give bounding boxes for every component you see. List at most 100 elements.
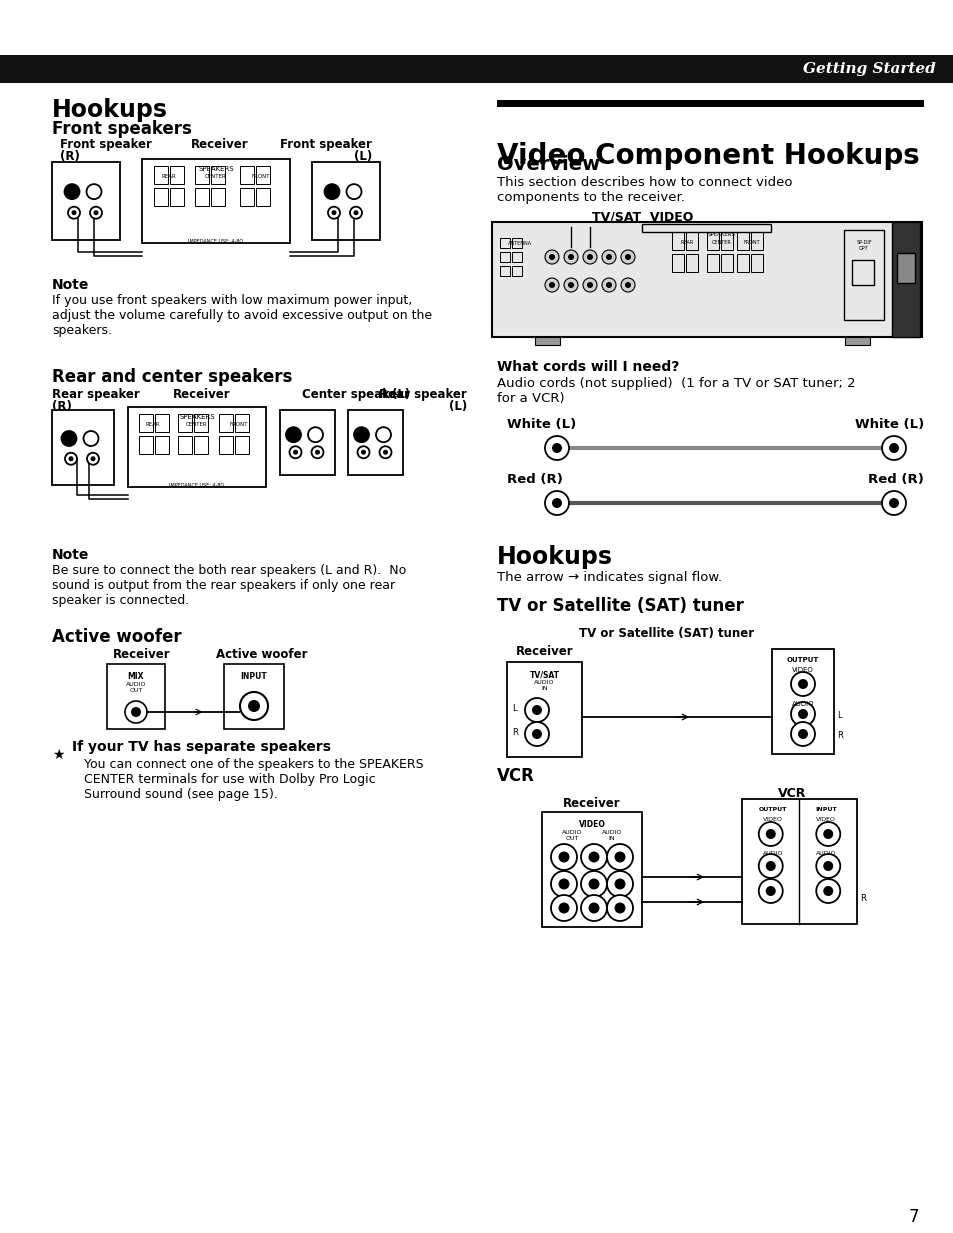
Bar xyxy=(843,337,869,345)
Bar xyxy=(195,166,209,184)
Text: AUDIO
OUT: AUDIO OUT xyxy=(126,682,146,693)
Circle shape xyxy=(93,210,98,216)
Text: (L): (L) xyxy=(354,150,372,163)
Text: CENTER: CENTER xyxy=(186,422,208,427)
Circle shape xyxy=(888,443,898,453)
Bar xyxy=(107,665,165,729)
Bar xyxy=(155,436,169,454)
Bar xyxy=(685,254,698,272)
Bar xyxy=(170,166,184,184)
Text: SP-DIF
OPT: SP-DIF OPT xyxy=(855,240,871,250)
Text: AUDIO: AUDIO xyxy=(791,702,814,707)
Bar xyxy=(506,662,581,757)
Circle shape xyxy=(620,250,635,264)
Bar xyxy=(671,232,683,250)
Text: SPEAKERS: SPEAKERS xyxy=(179,414,214,420)
Circle shape xyxy=(360,450,366,455)
Bar xyxy=(512,266,521,276)
Bar xyxy=(52,162,120,240)
Text: What cords will I need?: What cords will I need? xyxy=(497,360,679,374)
Text: MIX: MIX xyxy=(128,672,144,681)
Text: VCR: VCR xyxy=(777,787,805,800)
Circle shape xyxy=(624,254,630,260)
Bar xyxy=(193,414,208,432)
Circle shape xyxy=(580,845,606,870)
Circle shape xyxy=(758,822,781,846)
Text: REAR: REAR xyxy=(161,174,175,179)
Circle shape xyxy=(882,491,905,515)
Circle shape xyxy=(312,446,323,459)
Text: Receiver: Receiver xyxy=(113,649,171,661)
Text: VIDEO: VIDEO xyxy=(791,667,813,673)
Text: Rear speaker: Rear speaker xyxy=(379,388,467,401)
Circle shape xyxy=(797,679,807,689)
Circle shape xyxy=(586,282,593,289)
Bar xyxy=(771,649,833,755)
Circle shape xyxy=(354,210,358,216)
Bar xyxy=(280,411,335,475)
Circle shape xyxy=(765,829,775,838)
Circle shape xyxy=(790,702,814,726)
Text: Receiver: Receiver xyxy=(191,138,249,150)
Bar xyxy=(720,254,732,272)
Circle shape xyxy=(558,878,569,889)
Text: (R): (R) xyxy=(52,399,71,413)
Circle shape xyxy=(606,870,633,896)
Circle shape xyxy=(61,432,76,446)
Circle shape xyxy=(548,282,555,289)
Text: TV/SAT: TV/SAT xyxy=(529,670,558,679)
Text: White (L): White (L) xyxy=(854,418,923,432)
Bar xyxy=(153,166,168,184)
Text: SPEAKERS: SPEAKERS xyxy=(707,232,735,237)
Text: (L): (L) xyxy=(392,388,410,401)
Bar xyxy=(512,238,521,248)
Text: AUDIO
OUT: AUDIO OUT xyxy=(561,830,581,841)
Bar xyxy=(737,254,748,272)
Circle shape xyxy=(544,436,568,460)
Text: TV/SAT  VIDEO: TV/SAT VIDEO xyxy=(592,210,693,223)
Bar xyxy=(224,665,284,729)
Circle shape xyxy=(758,879,781,903)
Text: Rear and center speakers: Rear and center speakers xyxy=(52,367,292,386)
Circle shape xyxy=(240,692,268,720)
Circle shape xyxy=(551,870,577,896)
Bar xyxy=(177,414,192,432)
Text: (L): (L) xyxy=(448,399,467,413)
Text: Front speaker: Front speaker xyxy=(60,138,152,150)
Circle shape xyxy=(314,450,319,455)
Circle shape xyxy=(582,250,597,264)
Circle shape xyxy=(131,707,141,718)
Text: CENTER: CENTER xyxy=(711,240,731,245)
Text: AUDIO: AUDIO xyxy=(762,851,782,856)
Text: If you use front speakers with low maximum power input,
adjust the volume carefu: If you use front speakers with low maxim… xyxy=(52,293,432,337)
Circle shape xyxy=(614,878,625,889)
Text: TV or Satellite (SAT) tuner: TV or Satellite (SAT) tuner xyxy=(497,597,743,615)
Circle shape xyxy=(605,254,612,260)
Circle shape xyxy=(586,254,593,260)
Text: IMPEDANCE USE: 4-8Ω: IMPEDANCE USE: 4-8Ω xyxy=(170,483,224,488)
Circle shape xyxy=(357,446,369,459)
Bar xyxy=(255,166,270,184)
Bar xyxy=(851,260,873,285)
Circle shape xyxy=(551,895,577,921)
Bar xyxy=(195,187,209,206)
Circle shape xyxy=(286,427,301,443)
Circle shape xyxy=(558,852,569,863)
Bar xyxy=(843,231,883,321)
Bar xyxy=(541,813,641,927)
Text: VIDEO: VIDEO xyxy=(578,820,605,829)
Text: SPEAKERS: SPEAKERS xyxy=(198,166,233,171)
Text: Front speaker: Front speaker xyxy=(280,138,372,150)
Bar xyxy=(139,414,152,432)
Text: Rear speaker: Rear speaker xyxy=(52,388,139,401)
Bar xyxy=(750,254,762,272)
Bar xyxy=(211,187,225,206)
Bar xyxy=(234,414,249,432)
Text: AUDIO
IN: AUDIO IN xyxy=(601,830,621,841)
Text: 7: 7 xyxy=(907,1208,918,1226)
Text: IMPEDANCE USE: 4-8Ω: IMPEDANCE USE: 4-8Ω xyxy=(189,239,243,244)
Circle shape xyxy=(606,895,633,921)
Circle shape xyxy=(765,887,775,896)
Text: (R): (R) xyxy=(60,150,80,163)
Text: White (L): White (L) xyxy=(506,418,576,432)
